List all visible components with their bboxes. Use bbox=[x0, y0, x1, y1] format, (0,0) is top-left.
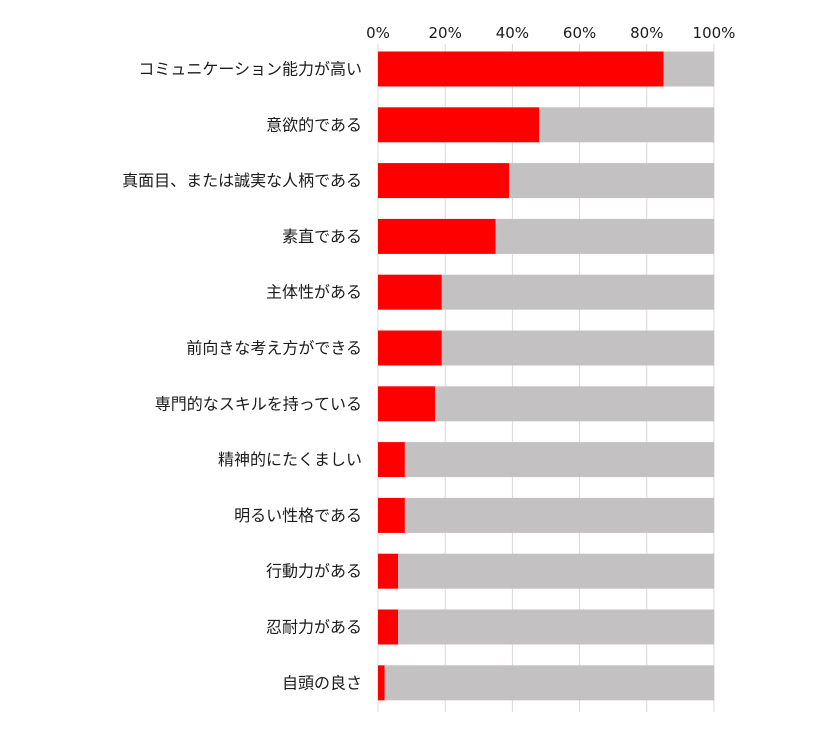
bar-6-series-0 bbox=[378, 386, 436, 422]
bar-11-series-1 bbox=[384, 665, 714, 701]
bars bbox=[378, 51, 714, 701]
x-tick-label-0: 0% bbox=[366, 24, 390, 42]
gridlines bbox=[377, 44, 715, 712]
bar-6-series-1 bbox=[435, 386, 714, 422]
bar-9-series-0 bbox=[378, 553, 399, 589]
bar-5-series-0 bbox=[378, 330, 442, 366]
category-label-10: 忍耐力がある bbox=[266, 618, 362, 637]
bar-1-series-1 bbox=[539, 107, 714, 143]
bar-0-series-1 bbox=[663, 51, 714, 87]
category-label-11: 自頭の良さ bbox=[282, 673, 362, 692]
x-tick-label-3: 60% bbox=[563, 24, 596, 42]
bar-5-series-1 bbox=[441, 330, 714, 366]
bar-8-series-1 bbox=[404, 497, 714, 533]
category-label-2: 真面目、または誠実な人柄である bbox=[122, 171, 362, 190]
bar-1-series-0 bbox=[378, 107, 540, 143]
bar-8-series-0 bbox=[378, 497, 405, 533]
category-label-8: 明るい性格である bbox=[234, 506, 362, 525]
x-tick-label-5: 100% bbox=[693, 24, 736, 42]
category-label-4: 主体性がある bbox=[266, 283, 362, 302]
bar-10-series-0 bbox=[378, 609, 399, 645]
bar-2-series-1 bbox=[509, 163, 714, 199]
bar-7-series-1 bbox=[404, 442, 714, 478]
category-label-3: 素直である bbox=[282, 227, 362, 246]
bar-4-series-0 bbox=[378, 274, 442, 310]
x-tick-label-2: 40% bbox=[496, 24, 529, 42]
bar-7-series-0 bbox=[378, 442, 405, 478]
bar-10-series-1 bbox=[398, 609, 714, 645]
category-label-0: コミュニケーション能力が高い bbox=[138, 60, 362, 79]
x-tick-label-1: 20% bbox=[429, 24, 462, 42]
bar-2-series-0 bbox=[378, 163, 510, 199]
bar-3-series-1 bbox=[495, 218, 714, 254]
category-label-6: 専門的なスキルを持っている bbox=[155, 394, 362, 413]
bar-3-series-0 bbox=[378, 218, 496, 254]
category-label-7: 精神的にたくましい bbox=[218, 450, 362, 469]
bar-9-series-1 bbox=[398, 553, 714, 589]
bar-11-series-0 bbox=[378, 665, 385, 701]
category-label-5: 前向きな考え方ができる bbox=[186, 339, 362, 358]
x-tick-labels: 0% 20% 40% 60% 80% 100% bbox=[366, 24, 735, 42]
bar-4-series-1 bbox=[441, 274, 714, 310]
category-labels: コミュニケーション能力が高い意欲的である真面目、または誠実な人柄である素直である… bbox=[122, 60, 362, 693]
category-label-9: 行動力がある bbox=[266, 562, 362, 581]
category-label-1: 意欲的である bbox=[266, 115, 362, 134]
bar-0-series-0 bbox=[378, 51, 664, 87]
x-tick-label-4: 80% bbox=[630, 24, 663, 42]
